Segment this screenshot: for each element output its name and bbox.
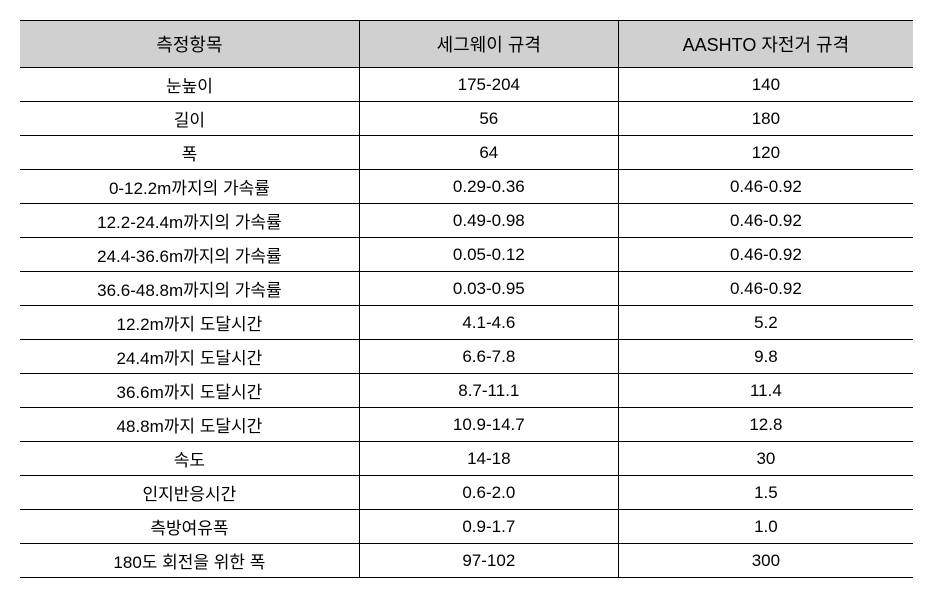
table-row: 폭 64 120: [20, 136, 913, 170]
header-segway: 세그웨이 규격: [359, 21, 618, 68]
cell-segway: 97-102: [359, 544, 618, 578]
cell-measurement: 180도 회전을 위한 폭: [20, 544, 359, 578]
cell-segway: 0.49-0.98: [359, 204, 618, 238]
table-row: 눈높이 175-204 140: [20, 68, 913, 102]
cell-aashto: 0.46-0.92: [618, 204, 913, 238]
table-row: 12.2-24.4m까지의 가속률 0.49-0.98 0.46-0.92: [20, 204, 913, 238]
cell-aashto: 0.46-0.92: [618, 170, 913, 204]
cell-segway: 64: [359, 136, 618, 170]
cell-measurement: 측방여유폭: [20, 510, 359, 544]
table-row: 인지반응시간 0.6-2.0 1.5: [20, 476, 913, 510]
table-row: 24.4-36.6m까지의 가속률 0.05-0.12 0.46-0.92: [20, 238, 913, 272]
cell-segway: 56: [359, 102, 618, 136]
cell-aashto: 180: [618, 102, 913, 136]
header-row: 측정항목 세그웨이 규격 AASHTO 자전거 규격: [20, 21, 913, 68]
cell-measurement: 48.8m까지 도달시간: [20, 408, 359, 442]
cell-segway: 0.29-0.36: [359, 170, 618, 204]
table-row: 36.6-48.8m까지의 가속률 0.03-0.95 0.46-0.92: [20, 272, 913, 306]
cell-aashto: 1.0: [618, 510, 913, 544]
cell-segway: 0.03-0.95: [359, 272, 618, 306]
header-aashto: AASHTO 자전거 규격: [618, 21, 913, 68]
cell-segway: 0.9-1.7: [359, 510, 618, 544]
cell-aashto: 300: [618, 544, 913, 578]
table-row: 0-12.2m까지의 가속률 0.29-0.36 0.46-0.92: [20, 170, 913, 204]
cell-measurement: 24.4m까지 도달시간: [20, 340, 359, 374]
table-row: 48.8m까지 도달시간 10.9-14.7 12.8: [20, 408, 913, 442]
cell-aashto: 9.8: [618, 340, 913, 374]
comparison-table-container: 측정항목 세그웨이 규격 AASHTO 자전거 규격 눈높이 175-204 1…: [20, 20, 913, 578]
cell-measurement: 24.4-36.6m까지의 가속률: [20, 238, 359, 272]
table-body: 눈높이 175-204 140 길이 56 180 폭 64 120 0-12.…: [20, 68, 913, 578]
table-row: 측방여유폭 0.9-1.7 1.0: [20, 510, 913, 544]
cell-aashto: 140: [618, 68, 913, 102]
cell-measurement: 인지반응시간: [20, 476, 359, 510]
comparison-table: 측정항목 세그웨이 규격 AASHTO 자전거 규격 눈높이 175-204 1…: [20, 20, 913, 578]
cell-aashto: 11.4: [618, 374, 913, 408]
table-row: 36.6m까지 도달시간 8.7-11.1 11.4: [20, 374, 913, 408]
table-row: 12.2m까지 도달시간 4.1-4.6 5.2: [20, 306, 913, 340]
header-measurement: 측정항목: [20, 21, 359, 68]
cell-segway: 175-204: [359, 68, 618, 102]
cell-segway: 10.9-14.7: [359, 408, 618, 442]
cell-aashto: 5.2: [618, 306, 913, 340]
cell-measurement: 36.6-48.8m까지의 가속률: [20, 272, 359, 306]
cell-segway: 0.6-2.0: [359, 476, 618, 510]
cell-segway: 6.6-7.8: [359, 340, 618, 374]
table-header: 측정항목 세그웨이 규격 AASHTO 자전거 규격: [20, 21, 913, 68]
cell-aashto: 1.5: [618, 476, 913, 510]
cell-measurement: 0-12.2m까지의 가속률: [20, 170, 359, 204]
cell-aashto: 120: [618, 136, 913, 170]
cell-measurement: 눈높이: [20, 68, 359, 102]
cell-measurement: 길이: [20, 102, 359, 136]
cell-measurement: 폭: [20, 136, 359, 170]
cell-measurement: 12.2-24.4m까지의 가속률: [20, 204, 359, 238]
cell-segway: 4.1-4.6: [359, 306, 618, 340]
cell-aashto: 0.46-0.92: [618, 238, 913, 272]
cell-measurement: 속도: [20, 442, 359, 476]
cell-aashto: 12.8: [618, 408, 913, 442]
cell-segway: 8.7-11.1: [359, 374, 618, 408]
cell-aashto: 30: [618, 442, 913, 476]
table-row: 24.4m까지 도달시간 6.6-7.8 9.8: [20, 340, 913, 374]
table-row: 180도 회전을 위한 폭 97-102 300: [20, 544, 913, 578]
table-row: 길이 56 180: [20, 102, 913, 136]
cell-measurement: 12.2m까지 도달시간: [20, 306, 359, 340]
cell-segway: 14-18: [359, 442, 618, 476]
table-row: 속도 14-18 30: [20, 442, 913, 476]
cell-aashto: 0.46-0.92: [618, 272, 913, 306]
cell-measurement: 36.6m까지 도달시간: [20, 374, 359, 408]
cell-segway: 0.05-0.12: [359, 238, 618, 272]
